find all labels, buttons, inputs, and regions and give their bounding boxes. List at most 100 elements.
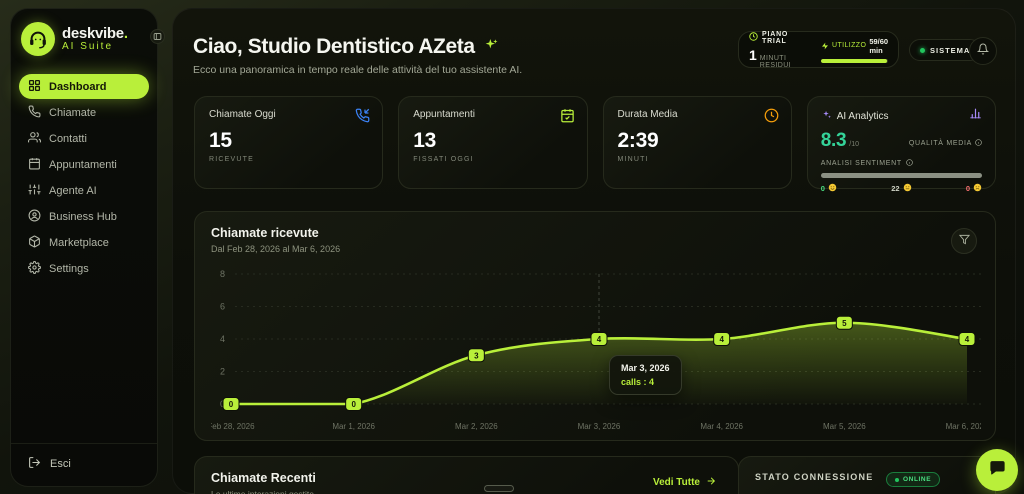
sidebar-item-label: Settings <box>49 262 89 275</box>
info-icon[interactable] <box>906 159 913 168</box>
calendar-icon <box>28 157 41 173</box>
see-all-link[interactable]: Vedi Tutte <box>653 476 716 489</box>
sidebar-item-business-hub[interactable]: Business Hub <box>19 204 149 229</box>
brand-dot: . <box>123 24 128 42</box>
online-label: ONLINE <box>903 476 932 483</box>
chat-widget-button[interactable] <box>976 449 1018 491</box>
sidebar-item-contatti[interactable]: Contatti <box>19 126 149 151</box>
quality-label: QUALITÀ MEDIA <box>908 140 972 147</box>
brand-logo: deskvibe. AI Suite <box>11 9 157 66</box>
plan-trial-pill[interactable]: PIANO TRIAL 1 MINUTI RESIDUI UTILIZZO 59… <box>738 30 899 69</box>
sidebar-item-appuntamenti[interactable]: Appuntamenti <box>19 152 149 177</box>
svg-text:2: 2 <box>220 367 225 377</box>
user-circle-icon <box>28 209 41 225</box>
page-subtitle: Ecco una panoramica in tempo reale delle… <box>193 64 523 76</box>
usage-progress-bar <box>821 58 889 63</box>
calendar-check-icon <box>560 108 575 128</box>
phone-icon <box>28 105 41 121</box>
svg-text:3: 3 <box>474 351 479 360</box>
svg-text:4: 4 <box>597 335 602 344</box>
sidebar-item-label: Chiamate <box>49 106 97 119</box>
svg-text:Feb 28, 2026: Feb 28, 2026 <box>211 422 255 431</box>
connection-status-card: STATO CONNESSIONE ONLINE <box>738 456 996 494</box>
logout-button[interactable]: Esci <box>11 444 157 486</box>
clock-icon <box>764 108 779 128</box>
usage-label: UTILIZZO <box>832 42 867 49</box>
users-icon <box>28 131 41 147</box>
system-label: SISTEMA <box>930 45 971 55</box>
chart-date-range: Dal Feb 28, 2026 al Mar 6, 2026 <box>211 244 341 254</box>
system-status-dot <box>920 47 925 53</box>
sentiment-bar <box>820 173 982 178</box>
sidebar-collapse-button[interactable] <box>150 29 165 44</box>
notifications-button[interactable] <box>969 37 997 65</box>
svg-text:6: 6 <box>220 302 225 312</box>
tooltip-date: Mar 3, 2026 <box>621 363 670 373</box>
clock-icon <box>749 32 758 43</box>
stat-card-chiamate-oggi: Chiamate Oggi 15 RICEVUTE <box>194 96 384 189</box>
usage-value: 59/60 min <box>869 36 889 55</box>
bar-chart-icon <box>969 107 982 125</box>
svg-text:Mar 6, 2026: Mar 6, 2026 <box>946 422 981 431</box>
sidebar-item-label: Appuntamenti <box>49 158 117 171</box>
brand-subtitle: AI Suite <box>62 41 114 53</box>
scroll-handle[interactable] <box>484 485 514 492</box>
chart-tooltip: Mar 3, 2026 calls : 4 <box>609 355 682 395</box>
plan-name: PIANO TRIAL <box>762 30 789 45</box>
minutes-remaining-value: 1 <box>749 46 757 63</box>
minutes-remaining-label: MINUTI RESIDUI <box>759 54 791 69</box>
funnel-icon <box>958 232 970 250</box>
calls-line-chart[interactable]: 0 2 4 6 8 0 0 3 4 4 5 4 Feb 28, 2026 Mar 1, 2026 Mar 2… <box>207 266 988 434</box>
tooltip-value: calls : 4 <box>621 377 655 387</box>
stat-card-durata-media: Durata Media 2:39 MINUTI <box>602 96 792 189</box>
chart-filter-button[interactable] <box>951 228 977 254</box>
sidebar-divider <box>11 443 157 444</box>
logout-label: Esci <box>50 458 71 470</box>
online-dot <box>895 477 899 482</box>
svg-text:0: 0 <box>220 399 225 409</box>
svg-text:4: 4 <box>965 335 970 344</box>
sidebar-item-label: Marketplace <box>49 236 109 249</box>
svg-text:4: 4 <box>220 334 225 344</box>
sidebar-item-agente-ai[interactable]: Agente AI <box>19 178 149 203</box>
box-icon <box>28 235 41 251</box>
online-status-badge: ONLINE <box>886 472 941 487</box>
recent-calls-card: Chiamate Recenti Le ultime interazioni g… <box>194 456 739 494</box>
neutral-count: 22 <box>891 184 900 193</box>
stat-caption: RICEVUTE <box>209 156 254 163</box>
smiley-sad-icon <box>973 183 982 194</box>
sidebar-item-chiamate[interactable]: Chiamate <box>19 100 149 125</box>
negative-count: 0 <box>965 184 970 193</box>
sentiment-label: ANALISI SENTIMENT <box>820 160 902 167</box>
stat-caption: MINUTI <box>617 156 649 163</box>
sidebar-item-marketplace[interactable]: Marketplace <box>19 230 149 255</box>
quality-score: 8.3 <box>820 130 847 151</box>
sidebar-item-settings[interactable]: Settings <box>19 256 149 281</box>
stat-value: 13 <box>413 129 437 152</box>
arrow-right-icon <box>706 476 716 489</box>
sparkles-icon <box>821 107 832 125</box>
svg-text:0: 0 <box>351 400 356 409</box>
sidebar-item-label: Business Hub <box>49 210 117 223</box>
stat-title: Appuntamenti <box>413 109 475 120</box>
sidebar-item-dashboard[interactable]: Dashboard <box>19 74 149 99</box>
sidebar-item-label: Contatti <box>49 132 87 145</box>
brand-name: deskvibe. <box>62 24 128 42</box>
sidebar-item-label: Dashboard <box>49 80 107 93</box>
headset-mascot-icon <box>21 22 55 56</box>
recent-calls-subtitle: Le ultime interazioni gestite <box>211 489 315 494</box>
sidebar-item-label: Agente AI <box>49 184 97 197</box>
ai-analytics-title: AI Analytics <box>836 110 889 122</box>
info-icon[interactable] <box>975 139 982 148</box>
sparkle-icon <box>483 35 499 59</box>
svg-text:Mar 5, 2026: Mar 5, 2026 <box>823 422 866 431</box>
logout-icon <box>28 456 41 472</box>
positive-count: 0 <box>820 184 825 193</box>
grid-icon <box>28 79 41 95</box>
svg-text:5: 5 <box>842 319 847 328</box>
chat-bubble-icon <box>988 458 1007 482</box>
smiley-happy-icon <box>828 183 837 194</box>
gear-icon <box>28 260 41 277</box>
bell-icon <box>976 42 990 60</box>
